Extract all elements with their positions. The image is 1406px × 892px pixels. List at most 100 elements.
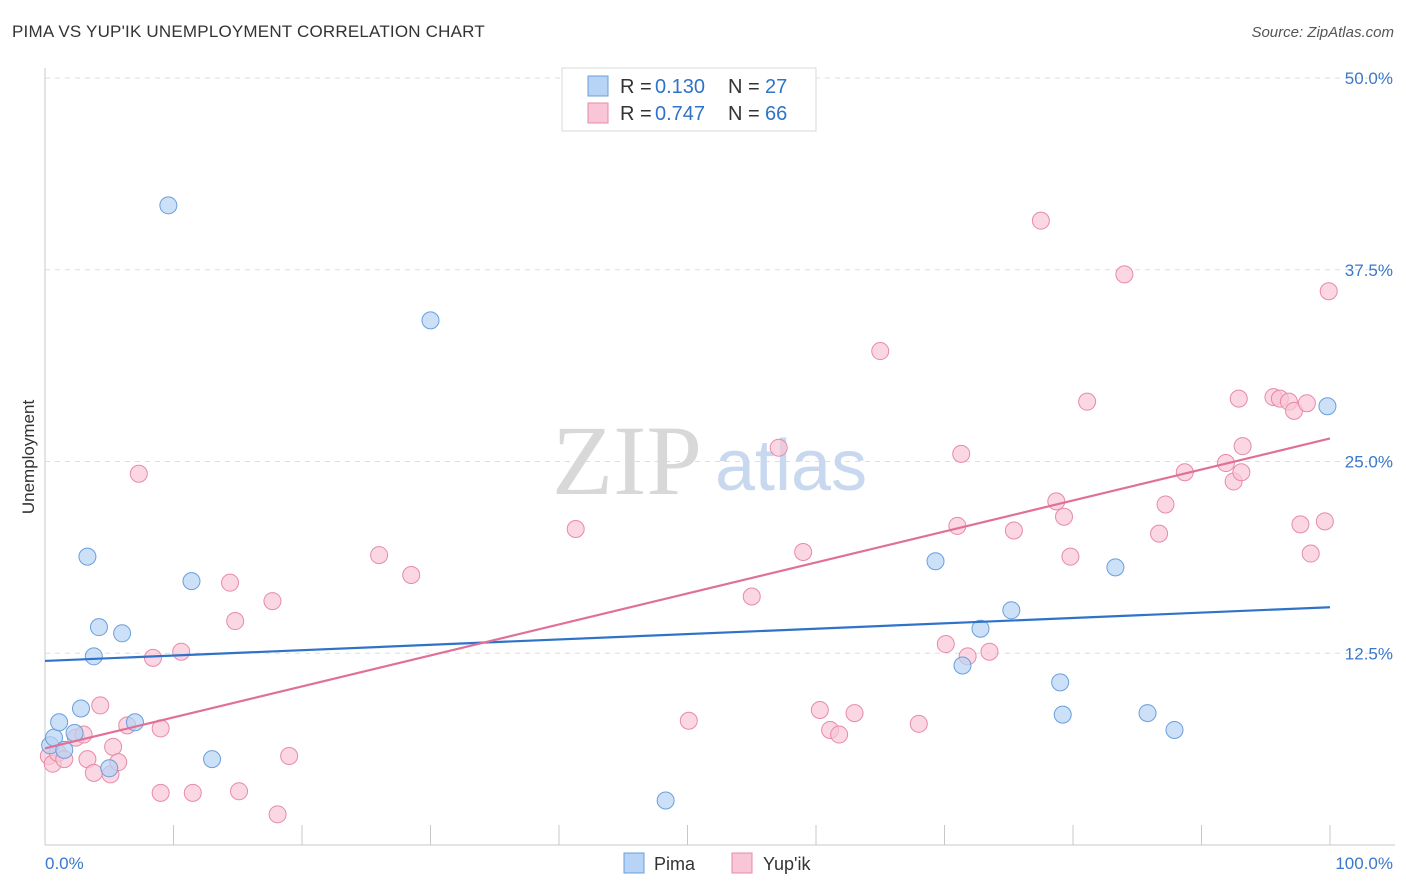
yupik-point — [230, 782, 249, 801]
legend-r-label-yupik: R = — [620, 103, 652, 125]
y-tick-labels: 12.5% 25.0% 37.5% 50.0% — [1345, 69, 1393, 663]
yupik-point — [845, 704, 864, 723]
yupik-point — [104, 737, 123, 756]
pima-point — [926, 552, 945, 571]
yupik-point — [742, 587, 761, 606]
bottom-legend-label-yupik: Yup'ik — [763, 854, 811, 874]
yupik-point — [1232, 463, 1251, 482]
yupik-point — [1047, 492, 1066, 511]
pima-trend-line — [44, 606, 1331, 663]
watermark-zip: ZIP — [552, 405, 702, 516]
y-axis-title: Unemployment — [19, 400, 38, 515]
y-tick-label: 37.5% — [1345, 261, 1393, 280]
yupik-point — [1301, 544, 1320, 563]
yupik-point — [1061, 547, 1080, 566]
pima-point — [1002, 601, 1021, 620]
yupik-point — [143, 648, 162, 667]
y-tick-label: 25.0% — [1345, 453, 1393, 472]
pima-point — [203, 750, 222, 769]
watermark: ZIP atlas — [552, 405, 867, 516]
yupik-point — [794, 543, 813, 562]
bottom-legend-swatch-yupik — [731, 852, 753, 874]
pima-point — [1051, 673, 1070, 692]
yupik-point — [830, 725, 849, 744]
pima-point — [182, 572, 201, 591]
watermark-atlas: atlas — [715, 426, 867, 506]
pima-point — [421, 311, 440, 330]
pima-point — [113, 624, 132, 643]
pima-point — [1053, 705, 1072, 724]
scatter-points — [39, 196, 1338, 824]
yupik-point — [263, 592, 282, 611]
pima-point — [71, 699, 90, 718]
legend-n-label-pima: N = — [728, 76, 760, 98]
yupik-point — [1031, 211, 1050, 230]
y-tick-label: 12.5% — [1345, 644, 1393, 663]
yupik-point — [151, 783, 170, 802]
legend-n-value-pima: 27 — [765, 76, 787, 98]
yupik-point — [566, 519, 585, 538]
yupik-point — [280, 747, 299, 766]
legend-n-value-yupik: 66 — [765, 103, 787, 125]
yupik-point — [810, 701, 829, 720]
yupik-point — [952, 444, 971, 463]
yupik-point — [936, 635, 955, 654]
yupik-point — [183, 783, 202, 802]
yupik-point — [1291, 515, 1310, 534]
legend-r-value-pima: 0.130 — [655, 76, 705, 98]
y-tick-label: 50.0% — [1345, 69, 1393, 88]
yupik-point — [679, 711, 698, 730]
pima-point — [1138, 704, 1157, 723]
pima-point — [1318, 397, 1337, 416]
pima-point — [100, 759, 119, 778]
x-tick-labels: 0.0% 100.0% — [45, 854, 1393, 873]
axes — [44, 68, 1395, 846]
yupik-point — [370, 546, 389, 565]
bottom-legend-label-pima: Pima — [654, 854, 696, 874]
trend-lines — [44, 437, 1331, 750]
pima-point — [1106, 558, 1125, 577]
legend-n-label-yupik: N = — [728, 103, 760, 125]
source-label: Source: ZipAtlas.com — [1251, 24, 1394, 41]
legend-r-label-pima: R = — [620, 76, 652, 98]
yupik-trend-line — [44, 437, 1331, 750]
chart-title: PIMA VS YUP'IK UNEMPLOYMENT CORRELATION … — [12, 22, 485, 41]
yupik-point — [402, 566, 421, 585]
yupik-point — [980, 642, 999, 661]
yupik-point — [84, 763, 103, 782]
pima-point — [656, 791, 675, 810]
yupik-point — [871, 342, 890, 361]
pima-point — [84, 647, 103, 666]
yupik-point — [1078, 392, 1097, 411]
pima-point — [971, 619, 990, 638]
yupik-point — [129, 464, 148, 483]
yupik-point — [909, 714, 928, 733]
yupik-point — [91, 696, 110, 715]
yupik-point — [1004, 521, 1023, 540]
legend-swatch-pima — [587, 75, 609, 97]
pima-point — [953, 656, 972, 675]
series-legend: Pima Yup'ik — [623, 852, 811, 874]
yupik-point — [769, 438, 788, 457]
yupik-point — [226, 612, 245, 631]
yupik-point — [1115, 265, 1134, 284]
pima-point — [1165, 720, 1184, 739]
pima-point — [89, 618, 108, 637]
yupik-point — [1233, 437, 1252, 456]
yupik-point — [1319, 282, 1338, 301]
yupik-point — [1150, 524, 1169, 543]
x-tick-label: 100.0% — [1335, 854, 1393, 873]
yupik-point — [1229, 389, 1248, 408]
x-tick-label: 0.0% — [45, 854, 84, 873]
yupik-point — [1297, 394, 1316, 413]
grid-lines — [45, 77, 1395, 654]
bottom-legend-swatch-pima — [623, 852, 645, 874]
yupik-point — [1055, 507, 1074, 526]
yupik-point — [268, 805, 287, 824]
legend-swatch-yupik — [587, 102, 609, 124]
yupik-point — [1156, 495, 1175, 514]
x-ticks — [44, 825, 1331, 845]
stats-legend: R = 0.130 N = 27 R = 0.747 N = 66 — [561, 67, 817, 132]
yupik-point — [1315, 512, 1334, 531]
pima-point — [50, 713, 69, 732]
